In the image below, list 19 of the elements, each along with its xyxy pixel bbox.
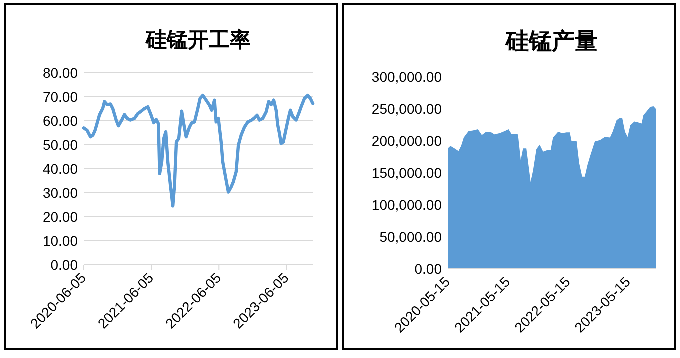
y-tick-label: 150,000.00 xyxy=(372,165,442,181)
y-tick-label: 0.00 xyxy=(50,257,78,273)
y-tick-label: 40.00 xyxy=(42,161,78,177)
y-tick-label: 20.00 xyxy=(42,209,78,225)
y-tick-label: 10.00 xyxy=(42,233,78,249)
y-tick-label: 60.00 xyxy=(42,113,78,129)
y-tick-label: 50.00 xyxy=(42,137,78,153)
chart-title: 硅锰产量 xyxy=(505,28,598,54)
chart-title: 硅锰开工率 xyxy=(145,28,251,52)
y-tick-label: 300,000.00 xyxy=(372,69,442,85)
y-tick-label: 250,000.00 xyxy=(372,101,442,117)
y-tick-label: 80.00 xyxy=(42,65,78,81)
y-tick-label: 0.00 xyxy=(414,261,442,277)
y-tick-label: 30.00 xyxy=(42,185,78,201)
line-series xyxy=(82,94,315,208)
y-tick-label: 50,000.00 xyxy=(380,229,442,245)
y-tick-label: 100,000.00 xyxy=(372,197,442,213)
y-tick-label: 70.00 xyxy=(42,89,78,105)
y-tick-label: 200,000.00 xyxy=(372,133,442,149)
